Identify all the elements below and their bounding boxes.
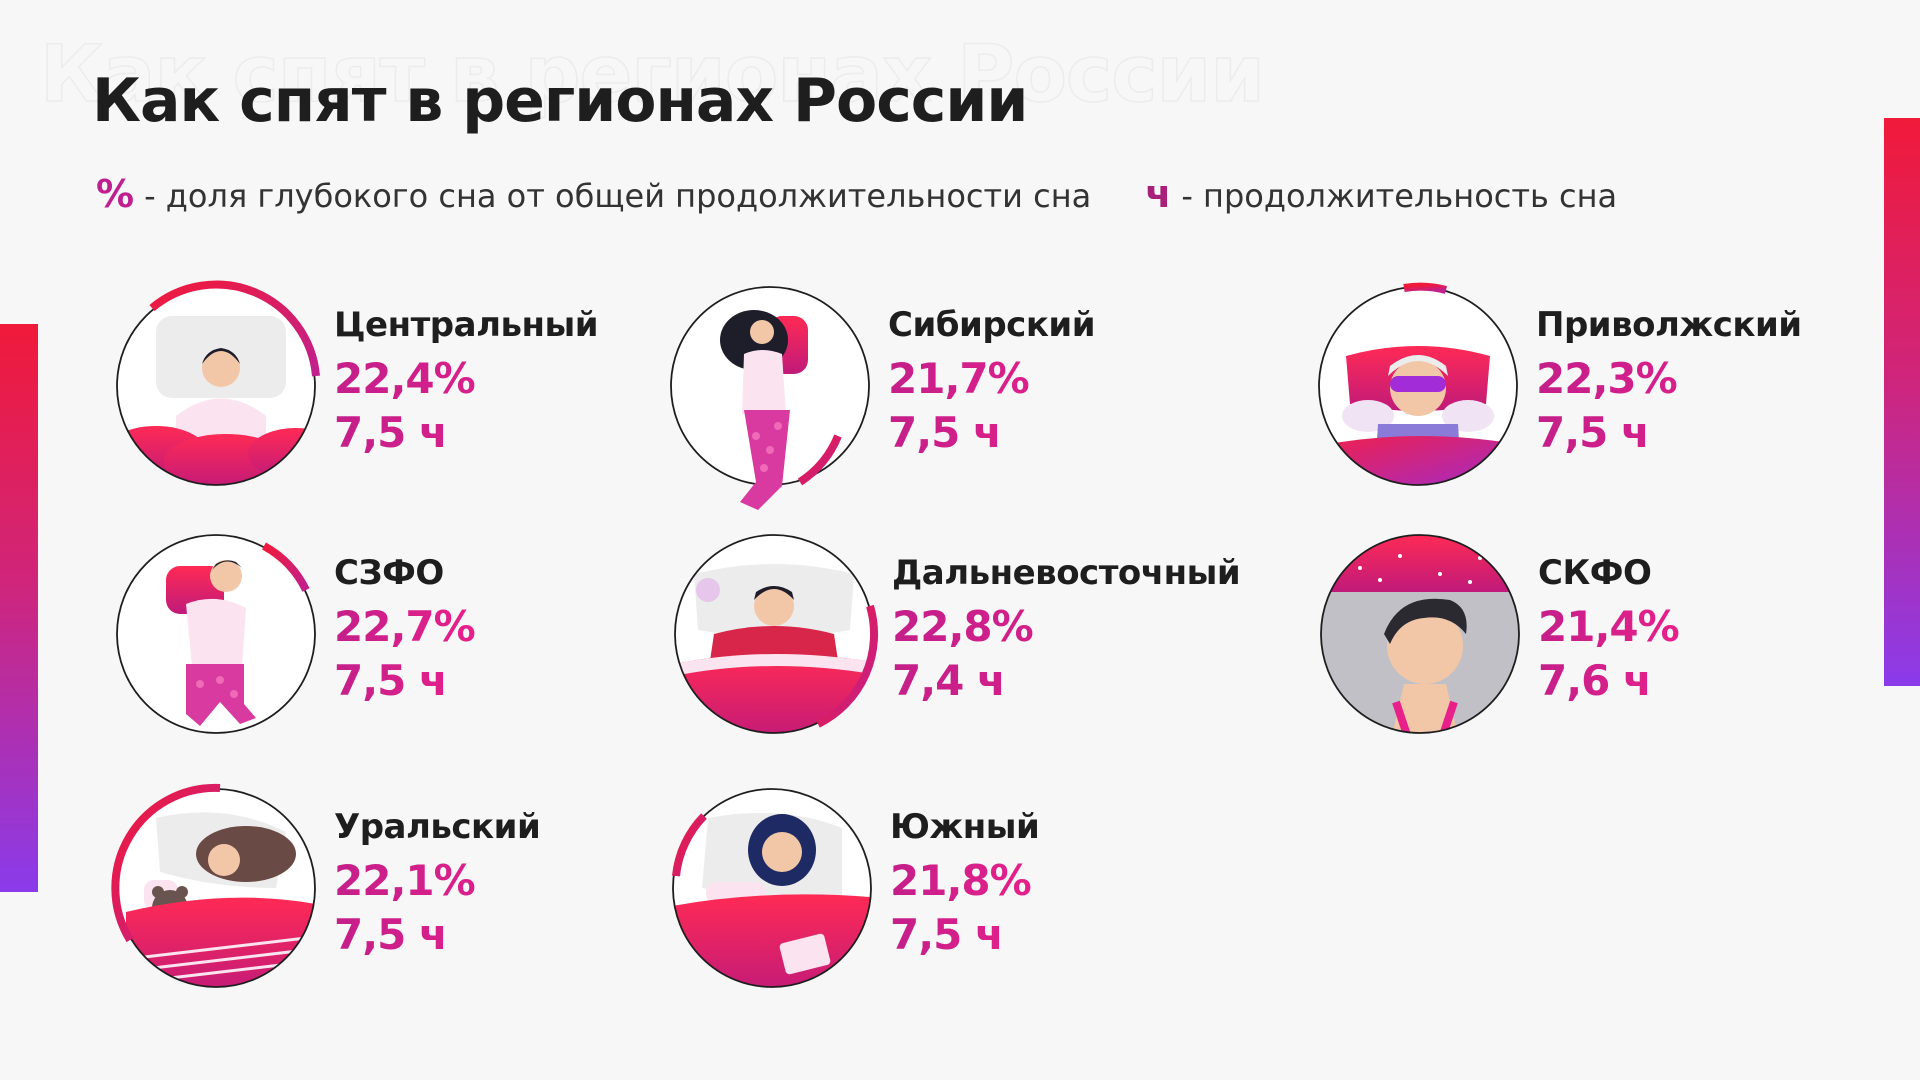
region-percent: 21,7% xyxy=(888,358,1095,400)
region-name: Уральский xyxy=(334,807,541,847)
snoring-man-icon xyxy=(674,534,878,734)
region-hours: 7,5 ч xyxy=(890,914,1039,956)
region-hours: 7,5 ч xyxy=(334,914,540,956)
region-name: Дальневосточный xyxy=(892,553,1241,593)
sleeping-woman-pillow-icon xyxy=(116,280,320,486)
legend-hours-symbol: ч xyxy=(1145,172,1172,216)
region-name: СЗФО xyxy=(334,553,444,593)
legend-percent-symbol: % xyxy=(96,172,135,216)
legend-percent-text: - доля глубокого сна от общей продолжите… xyxy=(144,177,1092,215)
legend-hours-text: - продолжительность сна xyxy=(1181,177,1618,215)
region-percent: 22,4% xyxy=(334,358,598,400)
legend-hours-item: ч - продолжительность сна xyxy=(1145,172,1617,216)
region-name: Сибирский xyxy=(888,305,1096,345)
region-name: Приволжский xyxy=(1536,305,1802,345)
region-name: Центральный xyxy=(334,305,599,345)
region-hours: 7,4 ч xyxy=(892,660,1240,702)
region-hours: 7,6 ч xyxy=(1538,660,1679,702)
woman-with-book-icon xyxy=(672,788,872,988)
man-starry-night-icon xyxy=(1320,534,1520,734)
region-percent: 21,8% xyxy=(890,860,1039,902)
region-percent: 22,3% xyxy=(1536,358,1802,400)
region-hours: 7,5 ч xyxy=(888,412,1095,454)
region-percent: 22,8% xyxy=(892,606,1240,648)
left-accent-bar xyxy=(0,324,38,892)
man-hugging-pillow-icon xyxy=(116,534,316,734)
title-watermark: Как спят в регионах России xyxy=(39,29,1265,121)
region-name: Южный xyxy=(890,807,1040,847)
region-percent: 22,1% xyxy=(334,860,540,902)
region-hours: 7,5 ч xyxy=(334,660,475,702)
page-title: Как спят в регионах России xyxy=(92,66,1028,136)
legend: % - доля глубокого сна от общей продолжи… xyxy=(96,172,1617,216)
region-hours: 7,5 ч xyxy=(334,412,598,454)
woman-with-teddy-icon xyxy=(111,783,316,988)
sleep-mask-icon xyxy=(1318,282,1518,486)
woman-hugging-pillow-icon xyxy=(670,286,870,510)
region-percent: 22,7% xyxy=(334,602,476,651)
region-hours: 7,5 ч xyxy=(1536,412,1802,454)
right-accent-bar xyxy=(1884,118,1920,686)
region-percent: 21,4% xyxy=(1538,602,1680,651)
region-name: СКФО xyxy=(1538,553,1652,593)
